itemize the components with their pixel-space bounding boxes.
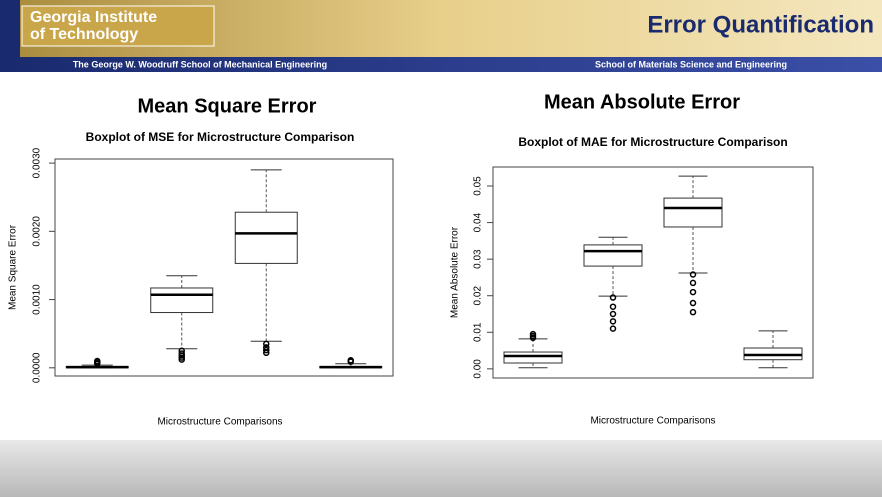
floor-texture [0, 440, 882, 497]
y-tick-label: 0.0030 [32, 147, 43, 178]
y-axis-label: Mean Absolute Error [450, 226, 461, 318]
outlier [263, 344, 270, 351]
outlier [263, 346, 270, 354]
outlier [94, 357, 101, 365]
box [583, 244, 643, 267]
y-tick-label: 0.05 [473, 176, 484, 196]
outlier [178, 347, 185, 355]
chart-title: Boxplot of MSE for Microstructure Compar… [86, 130, 355, 144]
outlier [609, 318, 617, 325]
x-axis-label: Microstructure Comparisons [157, 417, 282, 428]
outlier [689, 271, 697, 278]
band-text: School of Materials Science and Engineer… [595, 59, 787, 69]
plot-frame [492, 166, 814, 379]
slide-title: Error Quantification [647, 11, 874, 38]
outlier [689, 279, 697, 287]
x-axis-label: Microstructure Comparisons [590, 416, 715, 427]
y-tick-label: 0.0010 [32, 284, 43, 315]
chart-title: Boxplot of MAE for Microstructure Compar… [518, 135, 787, 149]
outlier [689, 299, 697, 307]
y-tick-label: 0.02 [473, 286, 484, 306]
y-tick-label: 0.03 [473, 249, 484, 269]
chart-heading: Mean Absolute Error [544, 91, 740, 113]
outlier [609, 294, 617, 301]
outlier [529, 330, 537, 338]
box [663, 197, 723, 228]
box [503, 351, 563, 364]
outlier [347, 357, 354, 364]
y-tick-label: 0.0020 [32, 216, 43, 247]
y-tick-label: 0.00 [473, 359, 484, 379]
outlier [609, 325, 617, 332]
box [234, 211, 298, 264]
plot-frame [54, 158, 394, 377]
box [150, 287, 214, 314]
logo-edge [0, 0, 20, 57]
y-tick-label: 0.04 [473, 212, 484, 232]
outlier [689, 288, 697, 296]
logo [21, 5, 215, 47]
sub-band [0, 57, 882, 72]
y-axis-label: Mean Square Error [8, 224, 19, 310]
y-tick-label: 0.01 [473, 322, 484, 342]
chart-heading: Mean Square Error [138, 95, 317, 117]
y-tick-label: 0.0000 [32, 352, 43, 383]
outlier [609, 303, 617, 310]
band-text: The George W. Woodruff School of Mechani… [73, 59, 327, 69]
outlier [689, 308, 697, 316]
outlier [609, 310, 617, 318]
logo-line: Georgia Institute [30, 9, 157, 26]
outlier [263, 340, 270, 348]
outlier [178, 350, 185, 357]
logo-line: of Technology [30, 26, 138, 43]
